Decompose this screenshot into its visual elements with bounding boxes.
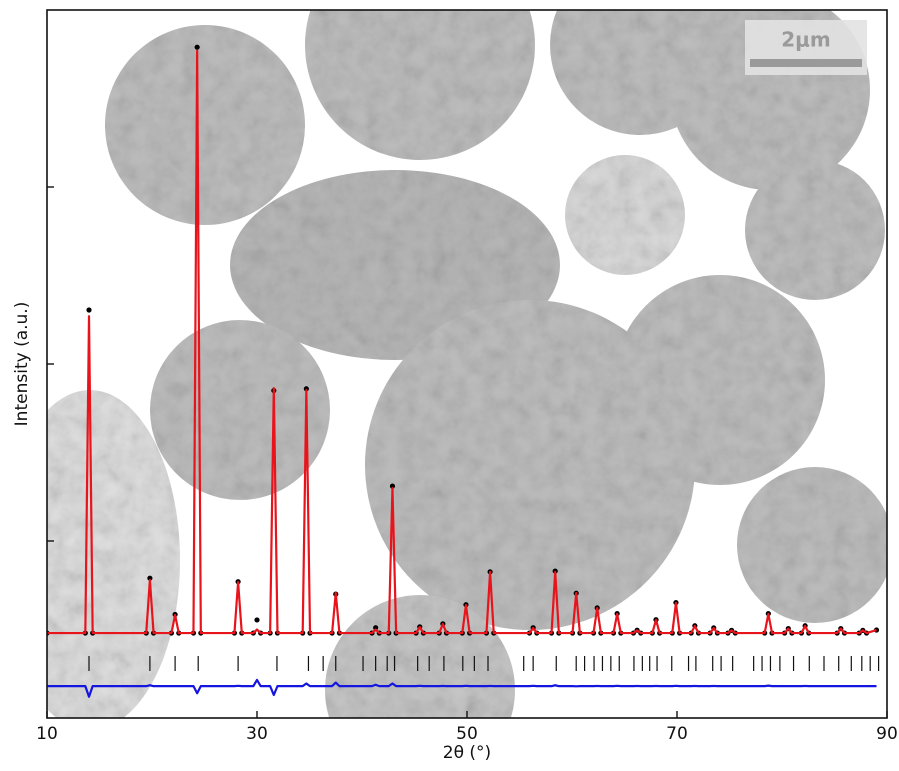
observed-point xyxy=(389,483,396,489)
plot-area xyxy=(47,44,880,698)
observed-point xyxy=(254,617,260,623)
x-tick-label: 90 xyxy=(876,724,898,744)
x-tick-label: 70 xyxy=(666,724,688,744)
observed-point xyxy=(303,386,309,392)
x-tick-label: 10 xyxy=(36,724,58,744)
x-axis-label: 2θ (°) xyxy=(443,743,491,763)
observed-point xyxy=(86,307,92,313)
y-axis-label: Intensity (a.u.) xyxy=(12,302,32,427)
observed-point xyxy=(373,625,379,631)
series-line xyxy=(47,49,877,635)
x-tick-label: 50 xyxy=(456,724,478,744)
scale-bar xyxy=(750,59,862,67)
series-line xyxy=(47,678,877,698)
observed-point xyxy=(147,575,153,581)
scale-bar-label: 2μm xyxy=(781,28,830,52)
observed-point xyxy=(194,44,200,50)
x-tick-label: 30 xyxy=(246,724,268,744)
